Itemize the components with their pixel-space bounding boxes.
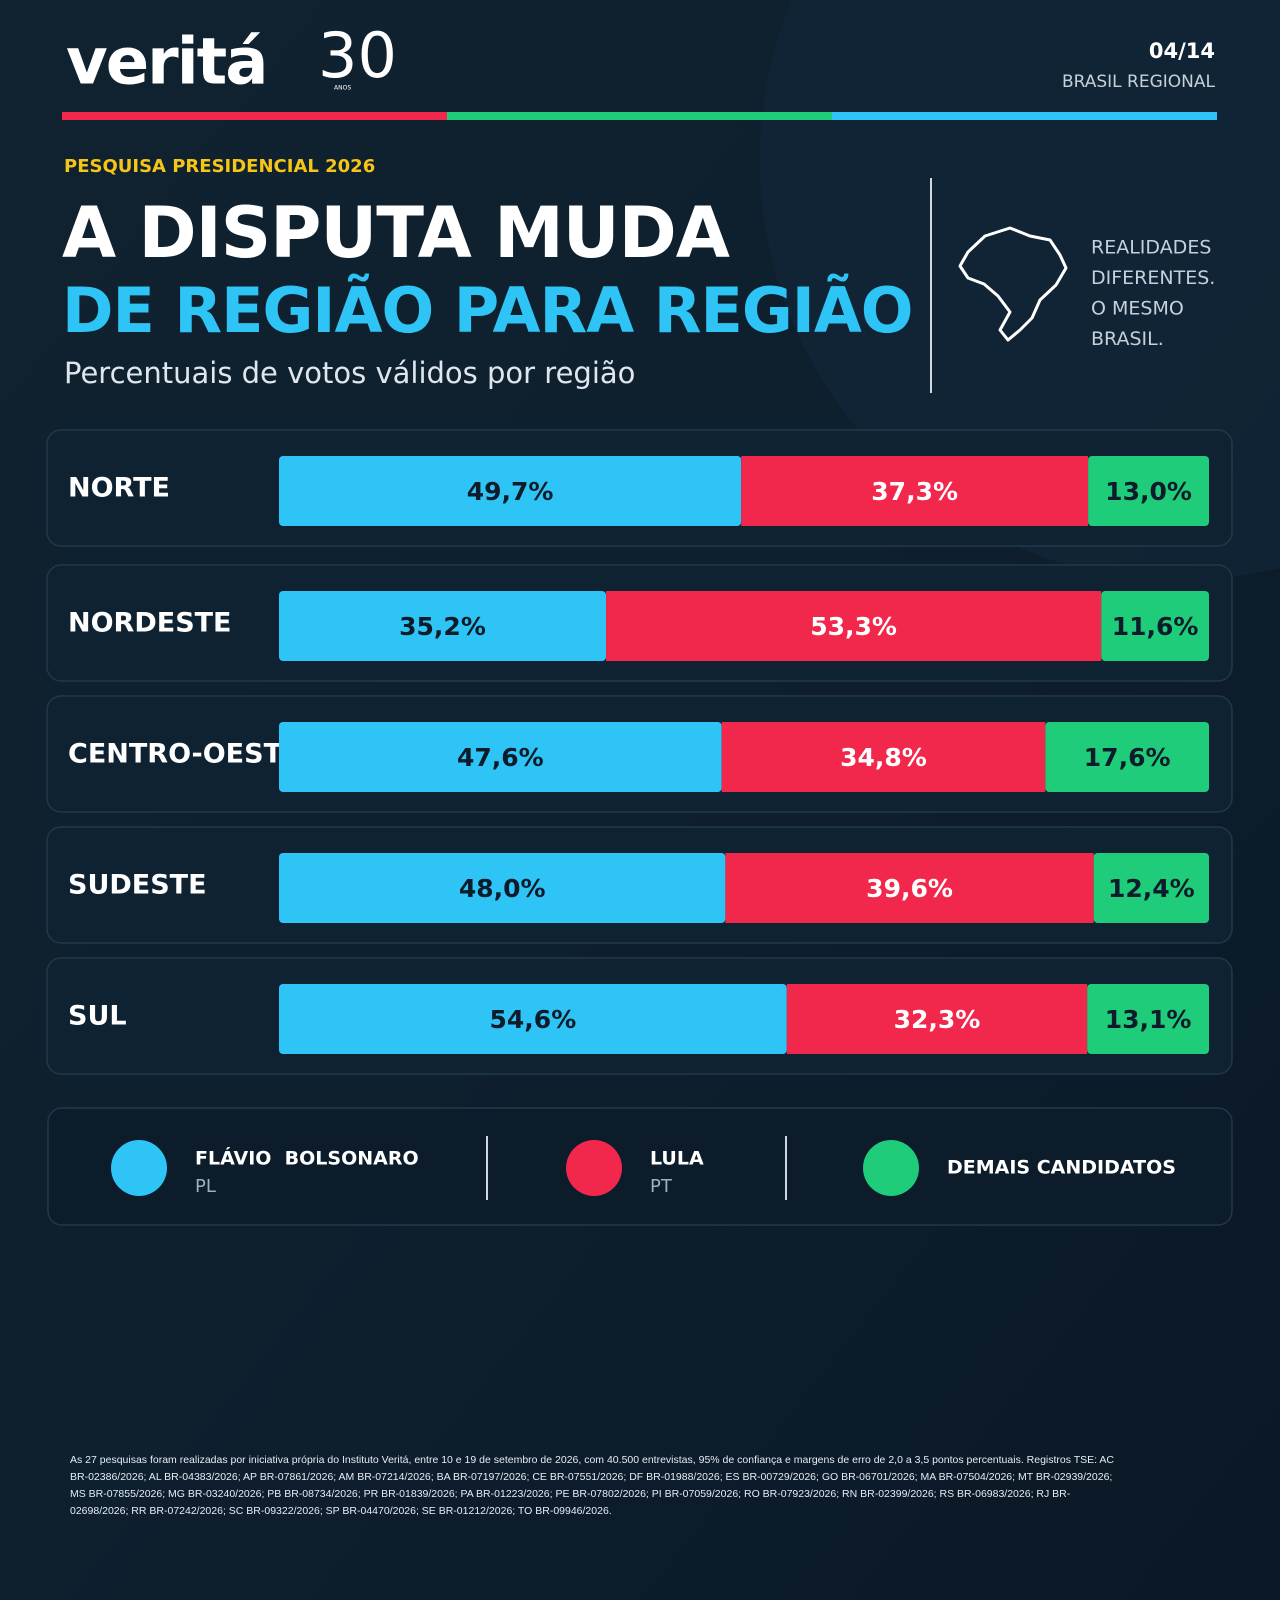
section: BRASIL REGIONAL [1062, 72, 1216, 92]
bar-segment [279, 456, 742, 526]
bar-segment [741, 456, 1089, 526]
stripe [447, 112, 832, 120]
category-label: NORDESTE [68, 608, 232, 639]
legend-swatch [111, 1140, 167, 1196]
value-label: 34,8% [840, 743, 927, 772]
value-label: 54,6% [490, 1005, 577, 1034]
legend-card [47, 1107, 1233, 1226]
category-label: SUL [68, 1001, 127, 1032]
title: A DISPUTA MUDA [62, 192, 730, 274]
title: DE REGIÃO PARA REGIÃO [62, 274, 913, 347]
bar-segment [1045, 722, 1209, 792]
stripe [62, 112, 447, 120]
category-label: CENTRO-OESTE [68, 739, 300, 770]
legend-name: LULA [650, 1148, 704, 1170]
tagline-line: REALIDADES [1091, 237, 1211, 259]
map-icon [958, 226, 1068, 342]
bar-segment [725, 853, 1094, 923]
value-label: 35,2% [399, 612, 486, 641]
bar-segment [279, 853, 726, 923]
category-label: SUDESTE [68, 870, 207, 901]
bar-segment [606, 591, 1102, 661]
legend-name: DEMAIS CANDIDATOS [947, 1157, 1176, 1179]
tagline-line: DIFERENTES. [1091, 267, 1215, 289]
legend-name: FLÁVIO BOLSONARO [195, 1147, 419, 1170]
tagline-line: O MESMO [1091, 298, 1184, 320]
legend-swatch [863, 1140, 919, 1196]
logo-sub: ANOS [334, 85, 351, 92]
logo: veritá [66, 26, 266, 100]
legend-party: PT [650, 1176, 673, 1197]
value-label: 32,3% [894, 1005, 981, 1034]
bar-segment [1087, 984, 1209, 1054]
footnote: As 27 pesquisas foram realizadas por ini… [70, 1454, 1114, 1517]
bar-segment [279, 984, 787, 1054]
value-label: 47,6% [457, 743, 544, 772]
value-label: 39,6% [866, 874, 953, 903]
legend-party: PL [195, 1176, 216, 1197]
value-label: 11,6% [1112, 612, 1199, 641]
tagline-line: BRASIL. [1091, 328, 1164, 350]
category-label: NORTE [68, 473, 170, 504]
bar-segment [786, 984, 1088, 1054]
value-label: 37,3% [871, 477, 958, 506]
legend-swatch [566, 1140, 622, 1196]
page-number: 04/14 [1149, 39, 1215, 63]
value-label: 49,7% [467, 477, 554, 506]
bar-segment [1101, 591, 1209, 661]
value-label: 53,3% [810, 612, 897, 641]
kicker: PESQUISA PRESIDENCIAL 2026 [64, 156, 375, 177]
logo-number: 30 [318, 19, 397, 92]
value-label: 48,0% [459, 874, 546, 903]
value-label: 17,6% [1084, 743, 1171, 772]
bar-segment [1088, 456, 1209, 526]
bar-segment [1093, 853, 1209, 923]
value-label: 13,0% [1105, 477, 1192, 506]
bar-segment [721, 722, 1046, 792]
subtitle: Percentuais de votos válidos por região [64, 356, 635, 390]
value-label: 12,4% [1108, 874, 1195, 903]
bar-segment [279, 722, 722, 792]
stripe [832, 112, 1217, 120]
value-label: 13,1% [1105, 1005, 1192, 1034]
bar-segment [279, 591, 607, 661]
